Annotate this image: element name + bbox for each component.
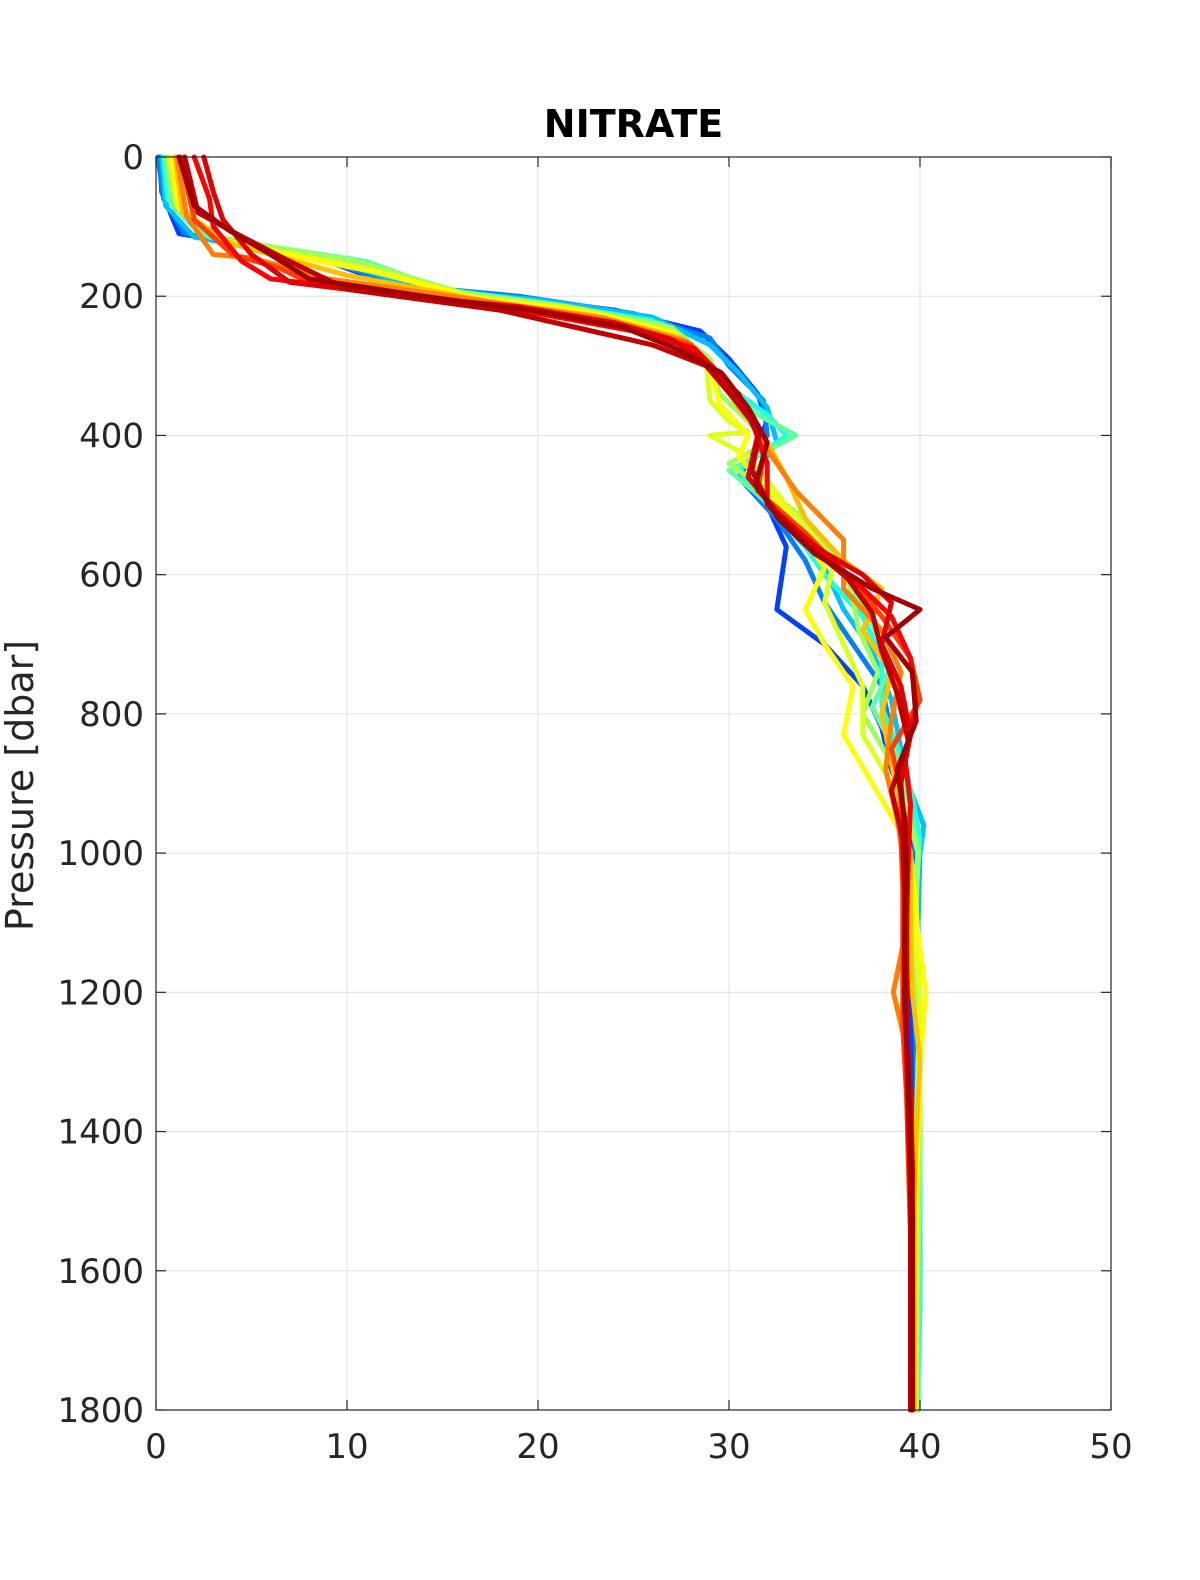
y-tick-label: 600 <box>79 556 144 596</box>
x-tick-label: 40 <box>898 1427 941 1467</box>
profile-line-14 <box>182 154 913 1413</box>
profile-line-12 <box>191 154 919 1413</box>
profile-line-6 <box>165 154 923 1413</box>
profile-line-4 <box>161 154 923 1413</box>
profile-line-13 <box>201 154 915 1413</box>
x-tick-label: 20 <box>516 1427 559 1467</box>
grid <box>155 156 1112 1411</box>
y-axis-label: Pressure [dbar] <box>0 640 42 931</box>
y-tick-label: 1800 <box>57 1391 144 1431</box>
profile-line-10 <box>174 154 913 1413</box>
x-tick-label: 10 <box>325 1427 368 1467</box>
y-tick-label: 200 <box>79 277 144 317</box>
y-tick-label: 1600 <box>57 1252 144 1292</box>
y-tick-label: 0 <box>122 138 144 178</box>
profile-line-11 <box>178 154 923 1413</box>
plot-frame <box>155 156 1112 1411</box>
profile-line-3 <box>159 154 927 1413</box>
y-tick-label: 1400 <box>57 1113 144 1153</box>
x-tick-label: 30 <box>707 1427 750 1467</box>
chart-title: NITRATE <box>544 102 723 146</box>
profile-line-5 <box>163 154 923 1413</box>
y-tick-label: 400 <box>79 416 144 456</box>
profile-line-2 <box>155 154 919 1413</box>
x-tick-label: 50 <box>1089 1427 1132 1467</box>
profile-line-15 <box>176 154 923 1413</box>
axes-frame <box>155 156 1112 1411</box>
ticks: 0 10 20 30 40 50 0 200 400 600 800 1000 1200 1400 1600… <box>57 138 1132 1467</box>
series-layer <box>155 154 929 1413</box>
y-tick-label: 1000 <box>57 834 144 874</box>
profile-line-8 <box>168 154 929 1413</box>
y-tick-label: 800 <box>79 695 144 735</box>
profile-line-9 <box>172 154 923 1413</box>
profile-line-7 <box>166 154 923 1413</box>
profile-line-1 <box>157 154 917 1413</box>
x-tick-label: 0 <box>145 1427 167 1467</box>
y-tick-label: 1200 <box>57 973 144 1013</box>
